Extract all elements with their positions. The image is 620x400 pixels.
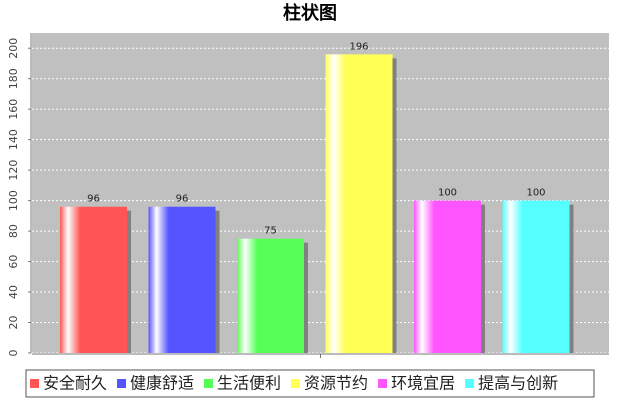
y-tick-label: 20 xyxy=(7,316,20,330)
bar xyxy=(148,206,216,353)
legend-swatch xyxy=(291,379,301,388)
y-tick-label: 140 xyxy=(7,129,20,150)
legend-swatch xyxy=(30,379,39,388)
y-tick-label: 40 xyxy=(7,285,20,299)
bar xyxy=(60,206,127,353)
legend-label: 生活便利 xyxy=(217,374,281,393)
legend-swatch xyxy=(465,379,475,388)
legend-label: 提高与创新 xyxy=(478,374,558,393)
data-label: 100 xyxy=(526,188,545,199)
legend-label: 安全耐久 xyxy=(43,374,107,393)
legend-label: 资源节约 xyxy=(304,374,368,393)
y-tick-label: 120 xyxy=(7,160,20,181)
data-label: 96 xyxy=(176,194,189,205)
bar xyxy=(502,200,570,353)
y-tick-label: 0 xyxy=(7,350,20,357)
legend-swatch xyxy=(378,379,388,388)
bar xyxy=(414,200,481,353)
y-tick-label: 180 xyxy=(7,68,20,89)
y-tick-label: 100 xyxy=(7,190,20,211)
data-label: 196 xyxy=(349,41,368,52)
data-label: 100 xyxy=(438,188,457,199)
data-label: 75 xyxy=(264,226,277,237)
chart-title: 柱状图 xyxy=(283,2,337,24)
y-tick-label: 60 xyxy=(7,255,20,269)
data-label: 96 xyxy=(87,194,100,205)
legend-swatch xyxy=(204,379,214,388)
y-tick-label: 200 xyxy=(7,38,20,59)
legend-label: 健康舒适 xyxy=(130,374,194,393)
bar xyxy=(325,54,393,353)
bar xyxy=(237,238,304,353)
legend-label: 环境宜居 xyxy=(391,374,455,393)
legend-swatch xyxy=(117,379,127,388)
y-tick-label: 160 xyxy=(7,99,20,120)
y-tick-label: 80 xyxy=(7,224,20,238)
